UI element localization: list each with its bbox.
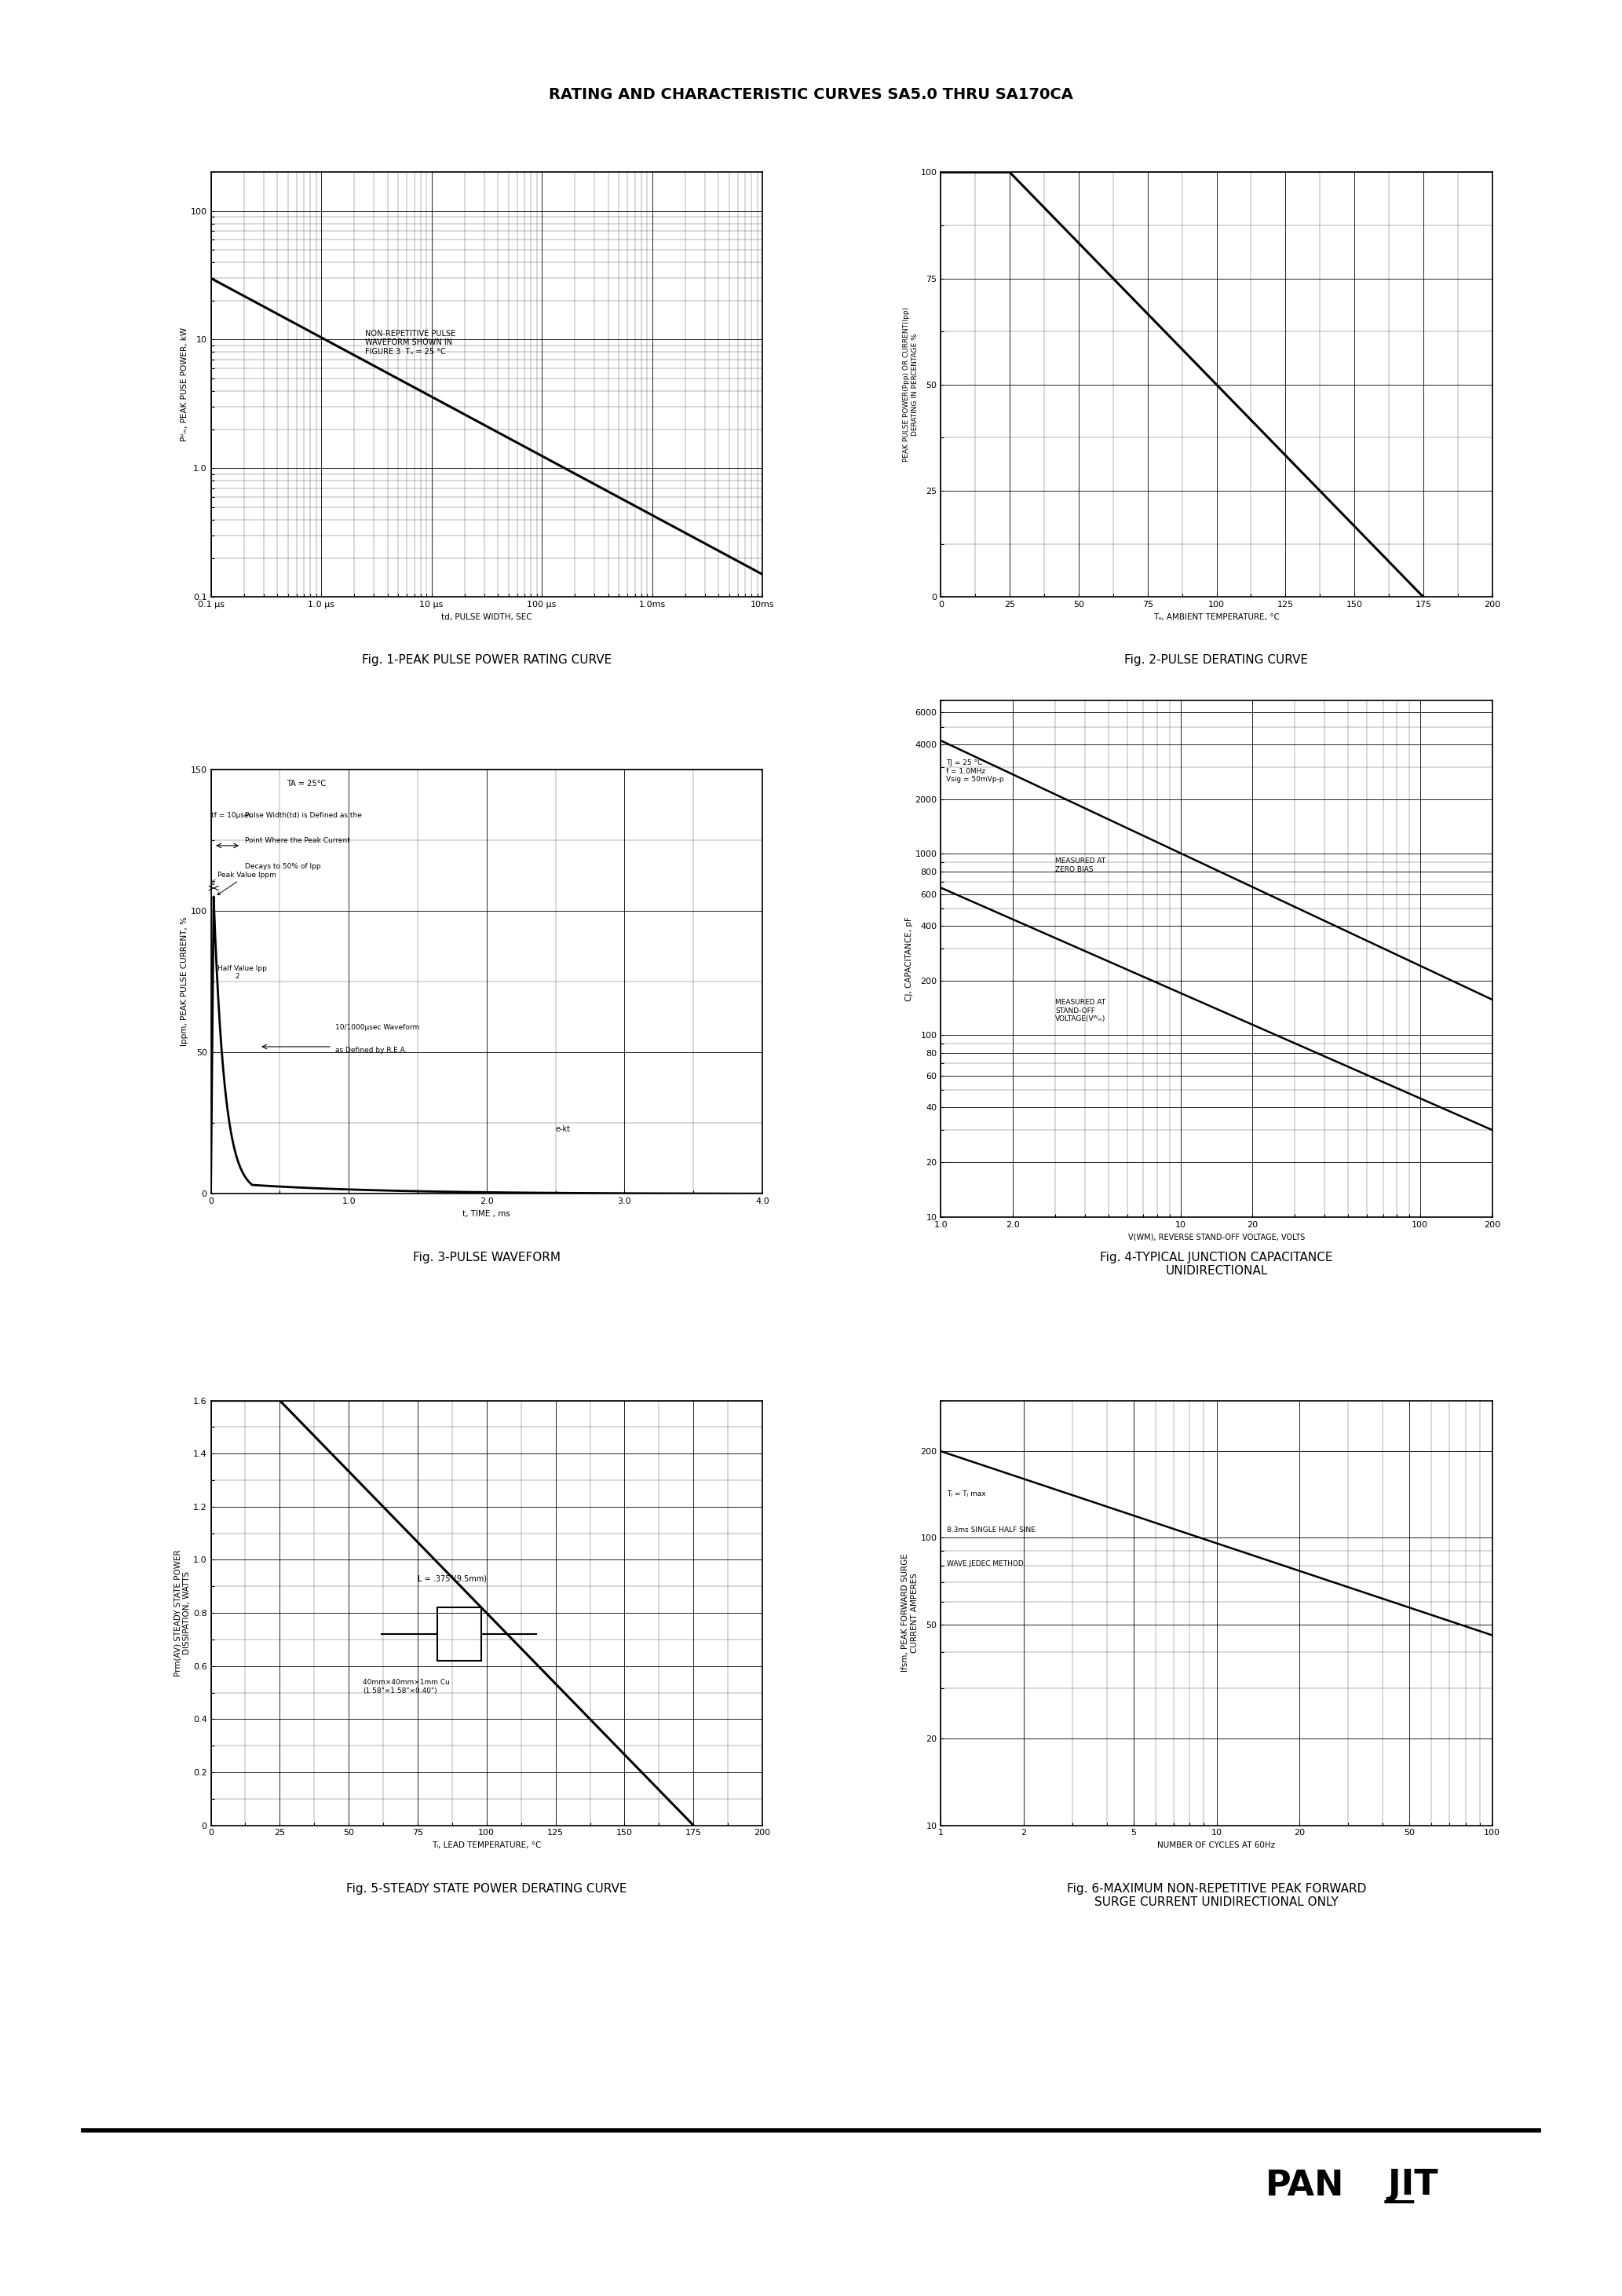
Text: Decays to 50% of Ipp: Decays to 50% of Ipp [245, 863, 321, 870]
Text: J̲I̲T: J̲I̲T [1388, 2167, 1439, 2204]
Y-axis label: PEAK PULSE POWER(Ppp) OR CURRENT(Ipp)
DERATING IN PERCENTAGE %: PEAK PULSE POWER(Ppp) OR CURRENT(Ipp) DE… [903, 308, 918, 461]
Text: 8.3ms SINGLE HALF SINE: 8.3ms SINGLE HALF SINE [947, 1527, 1035, 1534]
Text: Fig. 4-TYPICAL JUNCTION CAPACITANCE
UNIDIRECTIONAL: Fig. 4-TYPICAL JUNCTION CAPACITANCE UNID… [1100, 1251, 1333, 1277]
Text: WAVE JEDEC METHOD: WAVE JEDEC METHOD [947, 1559, 1023, 1568]
Text: Fig. 1-PEAK PULSE POWER RATING CURVE: Fig. 1-PEAK PULSE POWER RATING CURVE [362, 654, 611, 666]
Text: Fig. 6-MAXIMUM NON-REPETITIVE PEAK FORWARD
SURGE CURRENT UNIDIRECTIONAL ONLY: Fig. 6-MAXIMUM NON-REPETITIVE PEAK FORWA… [1067, 1883, 1366, 1908]
X-axis label: Tₐ, AMBIENT TEMPERATURE, °C: Tₐ, AMBIENT TEMPERATURE, °C [1153, 613, 1280, 620]
X-axis label: NUMBER OF CYCLES AT 60Hz: NUMBER OF CYCLES AT 60Hz [1158, 1841, 1275, 1848]
Text: as Defined by R.E.A.: as Defined by R.E.A. [336, 1047, 407, 1054]
Bar [436, 1607, 482, 1660]
Text: Peak Value Ippm: Peak Value Ippm [217, 870, 276, 895]
Text: PAN: PAN [1265, 2170, 1345, 2202]
Text: 40mm×40mm×1mm Cu
(1.58"×1.58"×0.40"): 40mm×40mm×1mm Cu (1.58"×1.58"×0.40") [363, 1678, 449, 1694]
Text: TA = 25°C: TA = 25°C [287, 781, 326, 788]
Text: NON-REPETITIVE PULSE
WAVEFORM SHOWN IN
FIGURE 3  Tₐ = 25 °C: NON-REPETITIVE PULSE WAVEFORM SHOWN IN F… [365, 328, 456, 356]
X-axis label: t, TIME , ms: t, TIME , ms [462, 1210, 511, 1217]
Text: L = .375"(9.5mm): L = .375"(9.5mm) [418, 1575, 487, 1582]
Text: 10/1000μsec Waveform: 10/1000μsec Waveform [336, 1024, 418, 1031]
Text: MEASURED AT
ZERO BIAS: MEASURED AT ZERO BIAS [1054, 859, 1106, 872]
Y-axis label: CJ, CAPACITANCE, pF: CJ, CAPACITANCE, pF [905, 916, 913, 1001]
Text: Pulse Width(td) is Defined as the: Pulse Width(td) is Defined as the [245, 813, 362, 820]
Text: RATING AND CHARACTERISTIC CURVES SA5.0 THRU SA170CA: RATING AND CHARACTERISTIC CURVES SA5.0 T… [548, 87, 1074, 101]
Y-axis label: Prm(AV) STEADY STATE POWER
DISSIPATION, WATTS: Prm(AV) STEADY STATE POWER DISSIPATION, … [174, 1550, 191, 1676]
Text: Half Value Ipp
        2: Half Value Ipp 2 [217, 964, 268, 980]
Text: tf = 10μsec: tf = 10μsec [211, 813, 251, 820]
Text: MEASURED AT
STAND-OFF
VOLTAGE(Vᵂₘ): MEASURED AT STAND-OFF VOLTAGE(Vᵂₘ) [1054, 999, 1106, 1022]
Y-axis label: Pᵖₘ, PEAK PUSE POWER, kW: Pᵖₘ, PEAK PUSE POWER, kW [180, 328, 188, 441]
X-axis label: Tₗ, LEAD TEMPERATURE, °C: Tₗ, LEAD TEMPERATURE, °C [431, 1841, 542, 1848]
Text: e-kt: e-kt [555, 1125, 571, 1134]
X-axis label: td, PULSE WIDTH, SEC: td, PULSE WIDTH, SEC [441, 613, 532, 620]
Text: Point Where the Peak Current: Point Where the Peak Current [245, 838, 350, 845]
Y-axis label: Ifsm, PEAK FORWARD SURGE
CURRENT AMPERES: Ifsm, PEAK FORWARD SURGE CURRENT AMPERES [902, 1554, 918, 1671]
Text: Fig. 3-PULSE WAVEFORM: Fig. 3-PULSE WAVEFORM [414, 1251, 560, 1263]
Y-axis label: Ippm, PEAK PULSE CURRENT, %: Ippm, PEAK PULSE CURRENT, % [180, 916, 188, 1047]
X-axis label: V(WM), REVERSE STAND-OFF VOLTAGE, VOLTS: V(WM), REVERSE STAND-OFF VOLTAGE, VOLTS [1127, 1233, 1306, 1240]
Text: tf: tf [211, 879, 216, 886]
Text: Fig. 5-STEADY STATE POWER DERATING CURVE: Fig. 5-STEADY STATE POWER DERATING CURVE [345, 1883, 628, 1894]
Text: Fig. 2-PULSE DERATING CURVE: Fig. 2-PULSE DERATING CURVE [1124, 654, 1309, 666]
Text: TJ = 25 °C
f = 1.0MHz
Vsig = 50mVp-p: TJ = 25 °C f = 1.0MHz Vsig = 50mVp-p [946, 760, 1004, 783]
Text: Tⱼ = Tⱼ max: Tⱼ = Tⱼ max [947, 1490, 986, 1497]
